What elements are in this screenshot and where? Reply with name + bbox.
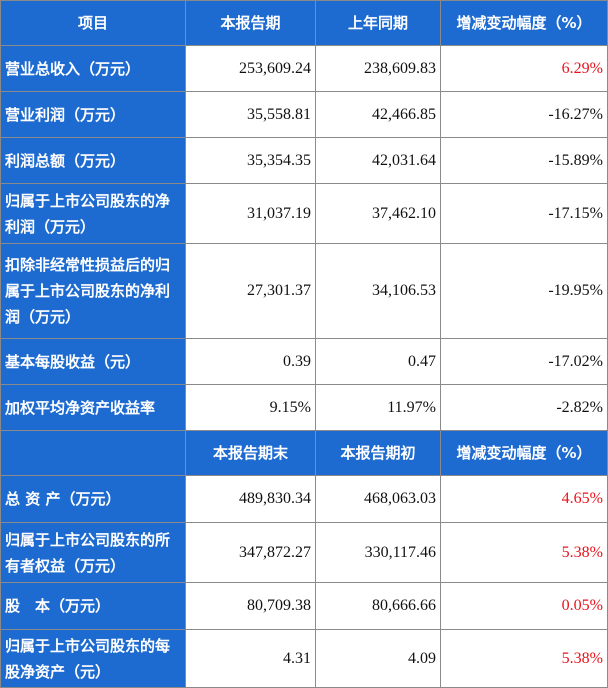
change-value: 4.65% xyxy=(440,475,608,523)
current-value: 347,872.27 xyxy=(185,522,316,583)
current-value: 4.31 xyxy=(185,629,316,688)
current-value: 9.15% xyxy=(185,384,316,431)
current-value: 253,609.24 xyxy=(185,45,316,92)
row-label: 归属于上市公司股东的净利润（万元） xyxy=(0,183,186,244)
row-label: 营业总收入（万元） xyxy=(0,45,186,92)
current-value: 35,558.81 xyxy=(185,91,316,138)
table-row: 归属于上市公司股东的净利润（万元） 31,037.19 37,462.10 -17.1… xyxy=(0,183,608,244)
row-label: 利润总额（万元） xyxy=(0,137,186,184)
table-row: 归属于上市公司股东的每股净资产（元） 4.31 4.09 5.38% xyxy=(0,629,608,688)
header-row: 项目 本报告期 上年同期 增减变动幅度（%） xyxy=(0,0,608,46)
row-label: 总 资 产（万元） xyxy=(0,475,186,523)
previous-value: 37,462.10 xyxy=(315,183,441,244)
change-value: -15.89% xyxy=(440,137,608,184)
header-change-pct-2: 增减变动幅度（%） xyxy=(440,430,608,476)
change-value: -17.02% xyxy=(440,338,608,385)
previous-value: 238,609.83 xyxy=(315,45,441,92)
table-row: 基本每股收益（元） 0.39 0.47 -17.02% xyxy=(0,338,608,385)
previous-value: 0.47 xyxy=(315,338,441,385)
change-value: 0.05% xyxy=(440,582,608,630)
table-row: 总 资 产（万元） 489,830.34 468,063.03 4.65% xyxy=(0,475,608,523)
table-row: 归属于上市公司股东的所有者权益（万元） 347,872.27 330,117.46 5… xyxy=(0,522,608,583)
header-item: 项目 xyxy=(0,0,186,46)
previous-value: 80,666.66 xyxy=(315,582,441,630)
previous-value: 42,466.85 xyxy=(315,91,441,138)
current-value: 0.39 xyxy=(185,338,316,385)
current-value: 27,301.37 xyxy=(185,243,316,339)
change-value: 5.38% xyxy=(440,522,608,583)
change-value: 5.38% xyxy=(440,629,608,688)
current-value: 31,037.19 xyxy=(185,183,316,244)
change-value: 6.29% xyxy=(440,45,608,92)
header-change-pct: 增减变动幅度（%） xyxy=(440,0,608,46)
current-value: 35,354.35 xyxy=(185,137,316,184)
row-label: 股 本（万元） xyxy=(0,582,186,630)
table-row: 营业总收入（万元） 253,609.24 238,609.83 6.29% xyxy=(0,45,608,92)
balance-header-empty xyxy=(0,430,186,476)
previous-value: 4.09 xyxy=(315,629,441,688)
change-value: -17.15% xyxy=(440,183,608,244)
row-label: 基本每股收益（元） xyxy=(0,338,186,385)
current-value: 489,830.34 xyxy=(185,475,316,523)
table-row: 扣除非经常性损益后的归属于上市公司股东的净利润（万元） 27,301.37 34,1… xyxy=(0,243,608,339)
previous-value: 468,063.03 xyxy=(315,475,441,523)
previous-value: 34,106.53 xyxy=(315,243,441,339)
header-period-start: 本报告期初 xyxy=(315,430,441,476)
change-value: -19.95% xyxy=(440,243,608,339)
previous-value: 330,117.46 xyxy=(315,522,441,583)
previous-value: 11.97% xyxy=(315,384,441,431)
table-row: 股 本（万元） 80,709.38 80,666.66 0.05% xyxy=(0,582,608,630)
row-label: 扣除非经常性损益后的归属于上市公司股东的净利润（万元） xyxy=(0,243,186,339)
header-current-period: 本报告期 xyxy=(185,0,316,46)
current-value: 80,709.38 xyxy=(185,582,316,630)
row-label: 营业利润（万元） xyxy=(0,91,186,138)
row-label: 归属于上市公司股东的每股净资产（元） xyxy=(0,629,186,688)
table-row: 加权平均净资产收益率 9.15% 11.97% -2.82% xyxy=(0,384,608,431)
header-period-end: 本报告期末 xyxy=(185,430,316,476)
change-value: -2.82% xyxy=(440,384,608,431)
header-previous-period: 上年同期 xyxy=(315,0,441,46)
table-row: 营业利润（万元） 35,558.81 42,466.85 -16.27% xyxy=(0,91,608,138)
row-label: 加权平均净资产收益率 xyxy=(0,384,186,431)
balance-header-row: 本报告期末 本报告期初 增减变动幅度（%） xyxy=(0,430,608,476)
previous-value: 42,031.64 xyxy=(315,137,441,184)
table-row: 利润总额（万元） 35,354.35 42,031.64 -15.89% xyxy=(0,137,608,184)
row-label: 归属于上市公司股东的所有者权益（万元） xyxy=(0,522,186,583)
change-value: -16.27% xyxy=(440,91,608,138)
